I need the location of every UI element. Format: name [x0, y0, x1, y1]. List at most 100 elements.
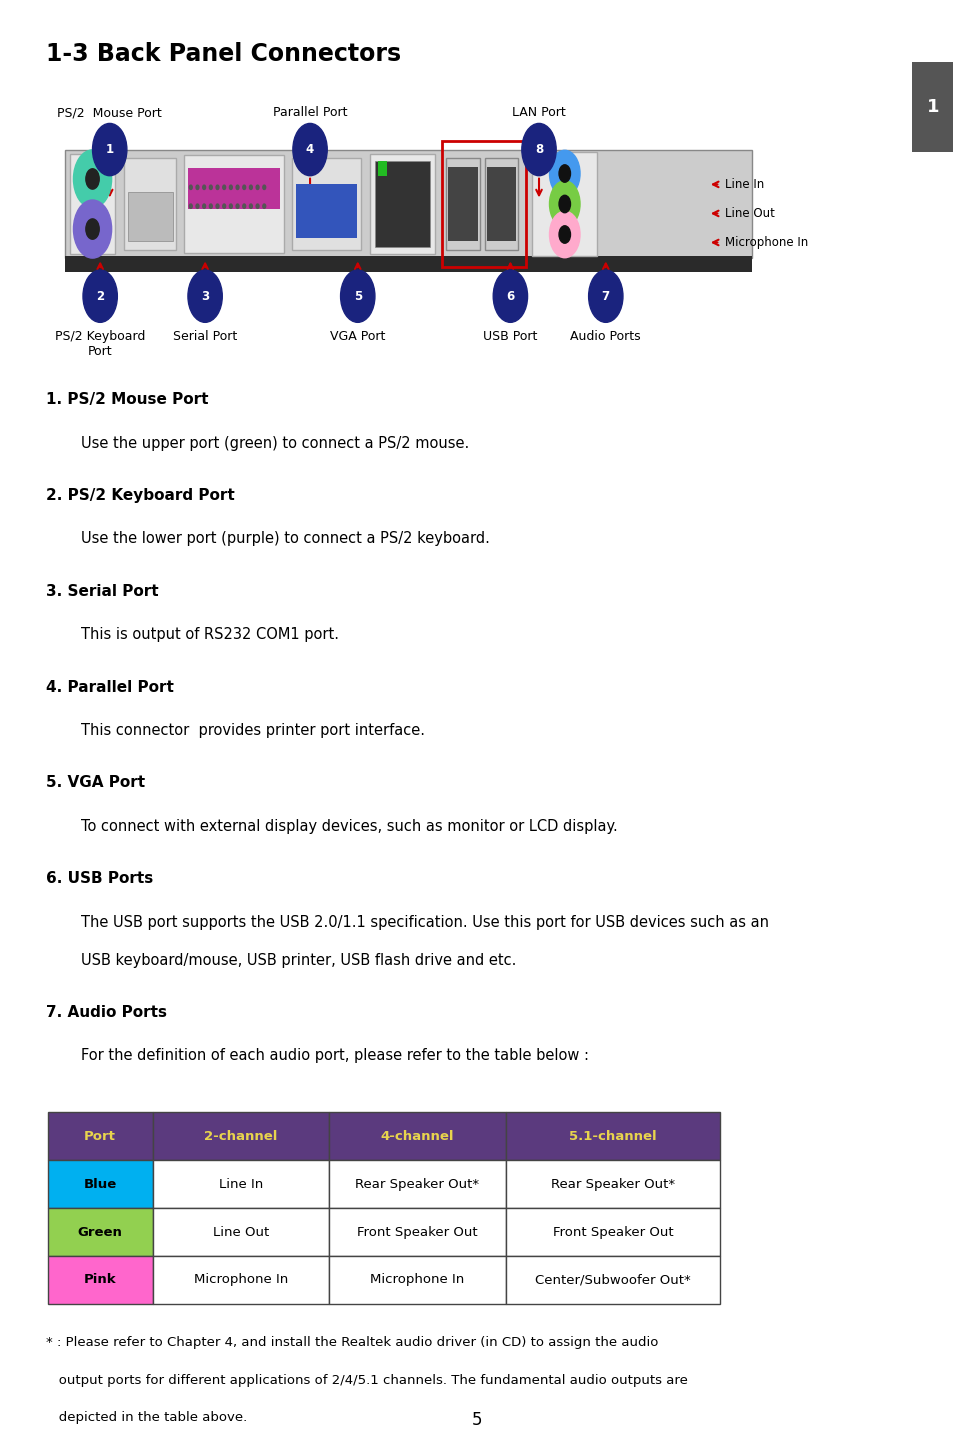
Text: This connector  provides printer port interface.: This connector provides printer port int… — [81, 723, 425, 738]
Text: Rear Speaker Out*: Rear Speaker Out* — [550, 1178, 675, 1191]
Text: Microphone In: Microphone In — [724, 237, 807, 248]
Text: 4. Parallel Port: 4. Parallel Port — [46, 680, 173, 694]
Circle shape — [255, 184, 258, 190]
Circle shape — [255, 203, 258, 209]
Bar — [48, 1256, 152, 1304]
Circle shape — [215, 203, 218, 209]
Bar — [152, 1208, 329, 1256]
Text: Rear Speaker Out*: Rear Speaker Out* — [355, 1178, 479, 1191]
Circle shape — [229, 203, 233, 209]
Bar — [152, 1256, 329, 1304]
Bar — [295, 184, 356, 238]
Text: Blue: Blue — [84, 1178, 116, 1191]
Text: USB Port: USB Port — [483, 330, 537, 343]
Bar — [448, 167, 477, 241]
Circle shape — [521, 123, 556, 176]
Bar — [152, 1160, 329, 1208]
Bar — [329, 1160, 505, 1208]
Text: Line In: Line In — [218, 1178, 263, 1191]
Text: Audio Ports: Audio Ports — [570, 330, 640, 343]
Circle shape — [86, 219, 99, 240]
Text: Port: Port — [84, 1130, 116, 1143]
Text: Pink: Pink — [84, 1273, 116, 1286]
Text: Use the lower port (purple) to connect a PS/2 keyboard.: Use the lower port (purple) to connect a… — [81, 531, 490, 546]
Bar — [911, 62, 953, 152]
Text: VGA Port: VGA Port — [330, 330, 385, 343]
Circle shape — [73, 150, 112, 208]
Circle shape — [202, 203, 206, 209]
Bar — [505, 1112, 720, 1160]
Circle shape — [558, 166, 570, 183]
Circle shape — [263, 184, 265, 190]
Circle shape — [215, 184, 218, 190]
Text: 6. USB Ports: 6. USB Ports — [46, 871, 152, 886]
Text: Line Out: Line Out — [213, 1225, 269, 1239]
Circle shape — [558, 196, 570, 213]
Circle shape — [549, 212, 579, 258]
Text: 4: 4 — [306, 144, 314, 155]
Text: 6: 6 — [506, 290, 514, 302]
Text: 1. PS/2 Mouse Port: 1. PS/2 Mouse Port — [46, 392, 208, 407]
Circle shape — [250, 203, 252, 209]
Text: output ports for different applications of 2/4/5.1 channels. The fundamental aud: output ports for different applications … — [46, 1374, 687, 1387]
Text: The USB port supports the USB 2.0/1.1 specification. Use this port for USB devic: The USB port supports the USB 2.0/1.1 sp… — [81, 915, 768, 929]
Text: Front Speaker Out: Front Speaker Out — [552, 1225, 673, 1239]
Bar — [329, 1208, 505, 1256]
Circle shape — [189, 203, 193, 209]
Bar — [484, 158, 517, 250]
Bar — [128, 192, 172, 241]
Text: To connect with external display devices, such as monitor or LCD display.: To connect with external display devices… — [81, 819, 618, 833]
Text: Serial Port: Serial Port — [172, 330, 237, 343]
Text: 5: 5 — [354, 290, 361, 302]
Text: 1: 1 — [106, 144, 113, 155]
Circle shape — [83, 270, 117, 322]
Text: 8: 8 — [535, 144, 542, 155]
Bar — [370, 154, 435, 254]
Text: 5: 5 — [471, 1411, 482, 1429]
Circle shape — [235, 203, 238, 209]
Text: PS/2  Mouse Port: PS/2 Mouse Port — [57, 106, 162, 119]
Bar — [486, 167, 516, 241]
Circle shape — [493, 270, 527, 322]
Circle shape — [188, 270, 222, 322]
Circle shape — [263, 203, 265, 209]
Circle shape — [86, 168, 99, 189]
Circle shape — [196, 203, 198, 209]
Text: Line Out: Line Out — [724, 208, 774, 219]
Text: Green: Green — [77, 1225, 123, 1239]
Circle shape — [92, 123, 127, 176]
Bar — [532, 152, 597, 256]
Text: 5. VGA Port: 5. VGA Port — [46, 775, 145, 790]
Bar — [48, 1112, 152, 1160]
Text: 7: 7 — [601, 290, 609, 302]
Text: This is output of RS232 COM1 port.: This is output of RS232 COM1 port. — [81, 627, 338, 642]
Bar — [441, 141, 525, 267]
Text: 2. PS/2 Keyboard Port: 2. PS/2 Keyboard Port — [46, 488, 234, 502]
Text: 7. Audio Ports: 7. Audio Ports — [46, 1005, 167, 1019]
Circle shape — [229, 184, 233, 190]
Text: Line In: Line In — [724, 179, 763, 190]
Text: USB keyboard/mouse, USB printer, USB flash drive and etc.: USB keyboard/mouse, USB printer, USB fla… — [81, 953, 516, 967]
Text: For the definition of each audio port, please refer to the table below :: For the definition of each audio port, p… — [81, 1048, 588, 1063]
Text: PS/2 Keyboard
Port: PS/2 Keyboard Port — [55, 330, 145, 357]
Circle shape — [222, 184, 226, 190]
Circle shape — [209, 203, 212, 209]
Bar — [184, 155, 284, 253]
Text: Use the upper port (green) to connect a PS/2 mouse.: Use the upper port (green) to connect a … — [81, 436, 469, 450]
Text: 5.1-channel: 5.1-channel — [569, 1130, 656, 1143]
Text: 4-channel: 4-channel — [380, 1130, 454, 1143]
Circle shape — [549, 151, 579, 197]
Text: Microphone In: Microphone In — [370, 1273, 464, 1286]
Bar — [124, 158, 176, 250]
Circle shape — [340, 270, 375, 322]
Circle shape — [558, 225, 570, 242]
Text: Front Speaker Out: Front Speaker Out — [356, 1225, 477, 1239]
Text: depicted in the table above.: depicted in the table above. — [46, 1411, 247, 1424]
Bar — [188, 168, 280, 209]
Bar — [375, 161, 430, 247]
Text: 3: 3 — [201, 290, 209, 302]
Circle shape — [588, 270, 622, 322]
Circle shape — [242, 184, 246, 190]
Circle shape — [73, 200, 112, 258]
Circle shape — [235, 184, 238, 190]
